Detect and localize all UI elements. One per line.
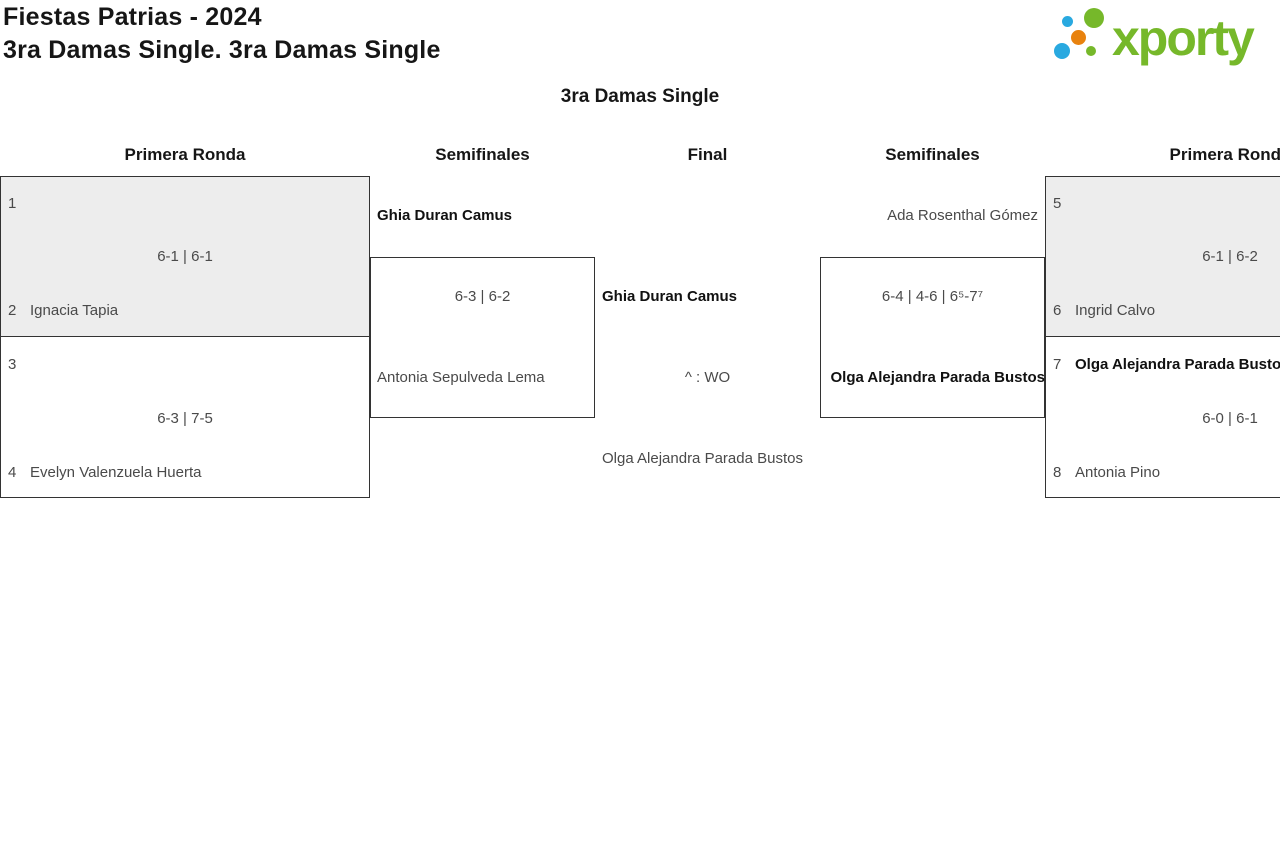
round-header-semifinales-right: Semifinales [885, 145, 980, 164]
player-name: Antonia Pino [1075, 464, 1161, 481]
logo-dot-green-large-icon [1084, 8, 1104, 28]
round-header-primera-ronda-right: Primera Ronda [1169, 145, 1280, 164]
match-box-round1-left-top[interactable] [0, 176, 370, 337]
round-header-primera-ronda-left: Primera Ronda [124, 145, 246, 164]
seed-number: 1 [8, 195, 17, 212]
round-header-final: Final [687, 145, 728, 164]
seed-number: 3 [8, 356, 17, 373]
seed-number: 2 [8, 302, 17, 319]
match-box-semifinal-right[interactable] [820, 257, 1045, 418]
tournament-title: Fiestas Patrias - 2024 [3, 3, 262, 31]
match-score: 6-3 | 7-5 [157, 410, 213, 427]
category-subtitle: 3ra Damas Single. 3ra Damas Single [3, 36, 441, 64]
round-header-semifinales-left: Semifinales [435, 145, 530, 164]
match-score: 6-0 | 6-1 [1202, 410, 1258, 427]
player-row: 3 [8, 354, 30, 376]
seed-number: 6 [1053, 302, 1062, 319]
logo-dot-orange-icon [1071, 30, 1086, 45]
match-box-round1-right-top[interactable] [1045, 176, 1280, 337]
player-row: 7 Olga Alejandra Parada Bustos [1053, 354, 1280, 376]
seed-number: 7 [1053, 356, 1062, 373]
player-row: 2 Ignacia Tapia [8, 300, 118, 322]
match-box-round1-right-bottom[interactable] [1045, 336, 1280, 498]
seed-number: 4 [8, 464, 17, 481]
player-row: 4 Evelyn Valenzuela Huerta [8, 462, 202, 484]
match-box-round1-left-bottom[interactable] [0, 336, 370, 498]
match-score: 6-1 | 6-1 [157, 248, 213, 265]
logo-dot-green-small-icon [1086, 46, 1096, 56]
player-name: Antonia Sepulveda Lema [377, 369, 545, 386]
player-name: Evelyn Valenzuela Huerta [30, 464, 202, 481]
player-row: 1 [8, 193, 30, 215]
seed-number: 5 [1053, 195, 1062, 212]
player-row: 8 Antonia Pino [1053, 462, 1160, 484]
player-row: 5 [1053, 193, 1075, 215]
player-row: 6 Ingrid Calvo [1053, 300, 1155, 322]
xporty-logo[interactable]: xporty [1048, 0, 1276, 72]
logo-dot-blue-large-icon [1054, 43, 1070, 59]
player-name: Olga Alejandra Parada Bustos [602, 450, 803, 467]
player-name-winner: Ghia Duran Camus [602, 288, 738, 305]
bracket-title: 3ra Damas Single [560, 86, 720, 107]
logo-wordmark: xporty [1112, 10, 1255, 66]
logo-dot-blue-small-icon [1062, 16, 1073, 27]
player-name: Ada Rosenthal Gómez [887, 207, 1038, 224]
match-score: ^ : WO [684, 369, 731, 386]
seed-number: 8 [1053, 464, 1062, 481]
match-box-semifinal-left[interactable] [370, 257, 595, 418]
player-name-winner: Ghia Duran Camus [377, 207, 513, 224]
player-name: Ignacia Tapia [30, 302, 119, 319]
match-score: 6-1 | 6-2 [1202, 248, 1258, 265]
player-name-winner: Olga Alejandra Parada Bustos [1075, 356, 1280, 373]
player-name-winner: Olga Alejandra Parada Bustos [830, 369, 1045, 386]
player-name: Ingrid Calvo [1075, 302, 1156, 319]
match-score: 6-4 | 4-6 | 6⁵-7⁷ [881, 288, 984, 305]
match-score: 6-3 | 6-2 [454, 288, 511, 305]
